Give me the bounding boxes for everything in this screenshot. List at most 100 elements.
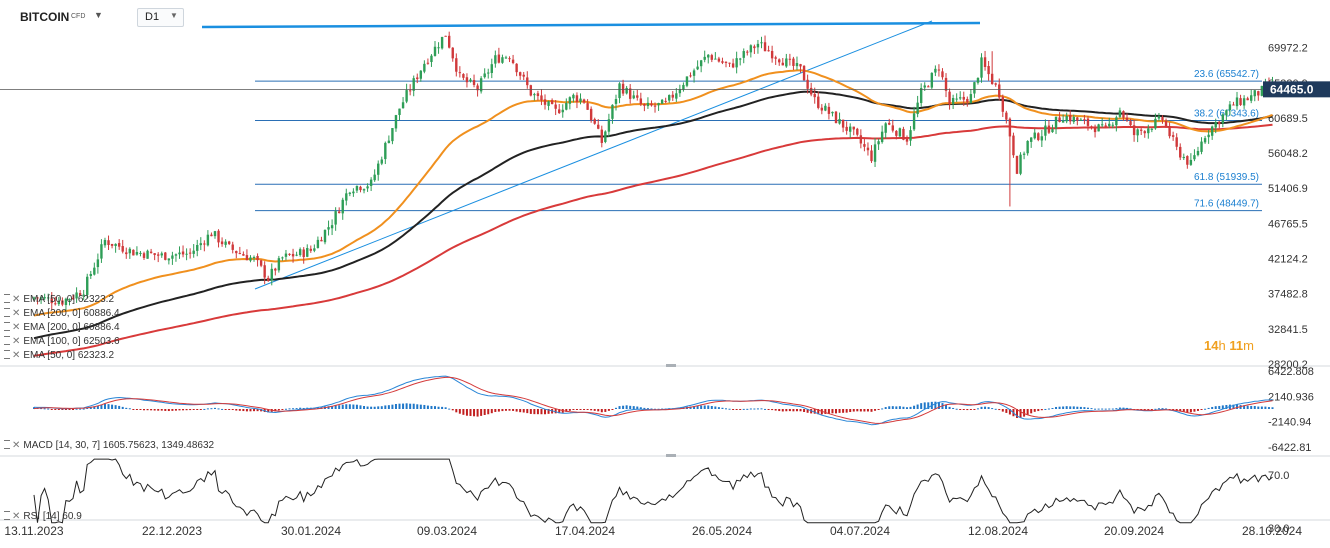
price-axis-label: 28200.2 [1268, 359, 1308, 371]
close-icon[interactable]: ✕ [12, 440, 21, 451]
candle-body [167, 258, 171, 261]
menu-icon[interactable] [4, 294, 10, 303]
macd-histogram-bar [774, 409, 777, 411]
candle-body [199, 243, 202, 246]
menu-icon[interactable] [4, 322, 10, 331]
candle-body [416, 77, 419, 80]
timeframe-select[interactable]: D1 ▼ [137, 8, 184, 27]
symbol-dropdown-icon[interactable]: ▼ [94, 10, 103, 20]
candle-body [572, 94, 575, 99]
candle-body [597, 124, 600, 129]
candle-body [245, 255, 249, 261]
indicator-legend-row[interactable]: ✕ EMA [200, 0] 60886.4 [4, 307, 120, 319]
candle-body [1161, 117, 1164, 121]
indicator-legend-row[interactable]: ✕ EMA [50, 0] 62323.2 [4, 293, 114, 305]
macd-histogram-bar [40, 408, 43, 410]
close-icon[interactable]: ✕ [12, 336, 21, 347]
menu-icon[interactable] [4, 511, 10, 520]
macd-histogram-bar [501, 409, 504, 412]
candle-body [742, 51, 745, 58]
candle-body [479, 78, 483, 92]
candle-body [110, 243, 114, 246]
macd-histogram-bar [945, 404, 948, 409]
macd-histogram-bar [849, 409, 852, 413]
candle-body [1210, 126, 1214, 136]
rsi-legend[interactable]: ✕ RSI [14] 60.9 [4, 510, 82, 522]
macd-histogram-bar [281, 409, 284, 410]
macd-histogram-bar [1104, 408, 1107, 410]
macd-histogram-bar [490, 409, 493, 414]
macd-histogram-bar [536, 409, 539, 415]
symbol-type: CFD [71, 13, 86, 20]
macd-histogram-bar [299, 407, 302, 409]
candle-body [990, 73, 994, 85]
candle-body [934, 68, 937, 73]
candle-body [863, 144, 866, 147]
menu-icon[interactable] [4, 440, 10, 449]
indicator-legend-row[interactable]: ✕ EMA [200, 0] 60886.4 [4, 321, 120, 333]
macd-histogram-bar [689, 406, 692, 409]
candle-body [767, 50, 770, 52]
macd-histogram-bar [1214, 406, 1217, 409]
macd-histogram-bar [103, 403, 106, 409]
macd-histogram-bar [171, 409, 174, 411]
macd-histogram-bar [288, 408, 291, 410]
candle-body [121, 246, 124, 252]
candle-body [1008, 118, 1012, 137]
candle-body [1069, 115, 1072, 122]
symbol-name[interactable]: BITCOIN [20, 10, 70, 24]
macd-histogram-bar [1079, 406, 1082, 409]
close-icon[interactable]: ✕ [12, 511, 21, 522]
indicator-legend-row[interactable]: ✕ EMA [100, 0] 62503.6 [4, 335, 120, 347]
time-axis-label: 22.12.2023 [142, 524, 202, 538]
candle-body [39, 297, 43, 299]
candle-body [423, 63, 426, 72]
macd-histogram-bar [174, 409, 177, 411]
macd-histogram-bar [1186, 409, 1189, 413]
macd-legend[interactable]: ✕ MACD [14, 30, 7] 1605.75623, 1349.48632 [4, 439, 214, 451]
close-icon[interactable]: ✕ [12, 322, 21, 333]
macd-histogram-bar [217, 408, 220, 410]
candle-body [1065, 115, 1068, 122]
candle-body [213, 231, 217, 237]
macd-histogram-bar [96, 405, 99, 409]
candle-body [1093, 127, 1097, 133]
macd-histogram-bar [43, 408, 46, 410]
macd-histogram-bar [1065, 406, 1068, 409]
candle-body [614, 99, 618, 104]
macd-histogram-bar [1143, 409, 1146, 410]
indicator-legend-row[interactable]: ✕ EMA [50, 0] 62323.2 [4, 349, 114, 361]
candle-body [1207, 134, 1210, 138]
macd-histogram-bar [391, 404, 394, 409]
candle-body [426, 62, 430, 64]
candle-body [781, 62, 784, 66]
macd-histogram-bar [575, 409, 578, 410]
macd-histogram-bar [717, 407, 720, 409]
close-icon[interactable]: ✕ [12, 294, 21, 305]
macd-histogram-bar [611, 409, 614, 410]
candle-body [1012, 135, 1015, 156]
candle-body [139, 252, 142, 254]
candle-body [653, 105, 657, 107]
candle-body [1228, 104, 1232, 111]
macd-histogram-bar [824, 409, 827, 414]
macd-histogram-bar [618, 406, 621, 409]
macd-histogram-bar [526, 409, 529, 414]
candle-body [313, 248, 316, 251]
menu-icon[interactable] [4, 308, 10, 317]
close-icon[interactable]: ✕ [12, 350, 21, 361]
macd-histogram-bar [522, 409, 525, 413]
macd-histogram-bar [430, 405, 433, 409]
price-axis-label: 46765.5 [1268, 218, 1308, 230]
candle-body [621, 83, 625, 94]
close-icon[interactable]: ✕ [12, 308, 21, 319]
candle-body [710, 55, 714, 60]
menu-icon[interactable] [4, 336, 10, 345]
macd-histogram-bar [182, 409, 185, 411]
countdown-hours: 14 [1204, 338, 1219, 353]
menu-icon[interactable] [4, 350, 10, 359]
candle-body [1143, 131, 1146, 134]
macd-histogram-bar [143, 409, 146, 411]
candle-body [132, 249, 135, 256]
